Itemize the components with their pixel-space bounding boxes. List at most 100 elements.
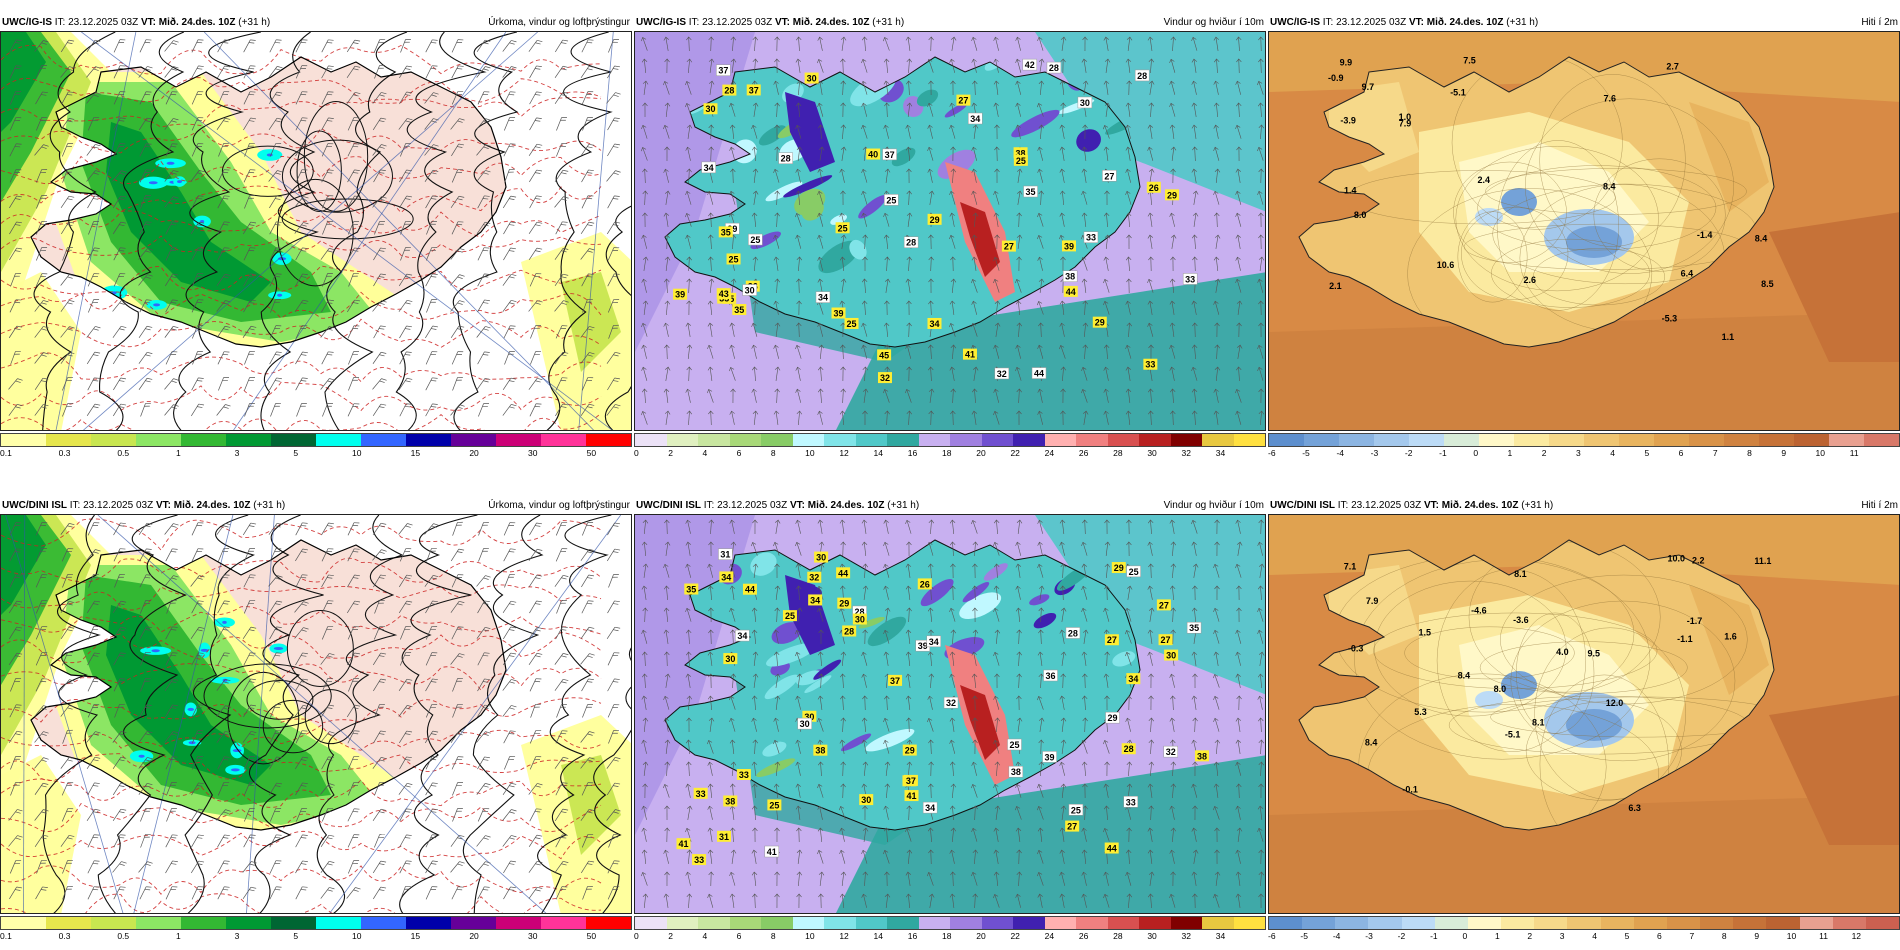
svg-text:30: 30 (855, 615, 865, 625)
svg-text:28: 28 (844, 626, 854, 636)
legend-tick: 8 (770, 448, 776, 458)
legend-swatch (316, 434, 361, 446)
legend-tick: 5 (1624, 931, 1630, 941)
init-time-label: IT: (1337, 500, 1349, 511)
model-name: UWC/DINI ISL (636, 500, 701, 511)
wind-gust-label: 35 (718, 226, 733, 238)
wind-gust-label: 35 (1023, 185, 1038, 198)
temperature-label: 7.9 (1399, 118, 1412, 128)
svg-text:25: 25 (847, 319, 857, 329)
wind-gust-label: 34 (719, 571, 734, 583)
svg-text:37: 37 (890, 676, 900, 686)
wind-gust-label: 27 (1001, 240, 1016, 252)
legend-swatch (981, 434, 1013, 446)
wind-gust-label: 25 (1007, 738, 1022, 751)
svg-text:25: 25 (886, 195, 896, 205)
legend-tick: -5 (1300, 931, 1308, 941)
iceland-map (1, 32, 631, 430)
wind-gust-label: 35 (732, 304, 747, 316)
legend-tick: -2 (1397, 931, 1406, 941)
legend-tick: 12 (839, 448, 849, 458)
svg-text:30: 30 (1080, 98, 1090, 108)
temperature-label: 7.9 (1366, 596, 1379, 606)
temperature-label: 5.3 (1414, 707, 1427, 717)
svg-text:37: 37 (906, 776, 916, 786)
temp-map: 9.7 1.4 8.4 2.1 7.6 9.9 10.6 8.5 7.5 1.0 2.6 6.4 8.0… (1268, 31, 1900, 431)
iceland-map: 5.3 8.1 8.1 9.5 7.1 10.0 11.1 8.4 12.0 6.3 1.6 8.0 -… (1269, 515, 1899, 913)
svg-text:44: 44 (838, 568, 848, 578)
legend-tick: 8 (770, 931, 776, 941)
legend-swatch (1139, 917, 1171, 929)
svg-text:34: 34 (929, 637, 939, 647)
legend-swatch (541, 434, 586, 446)
svg-text:28: 28 (906, 238, 916, 248)
init-time-label: IT: (1322, 17, 1334, 28)
wind-gust-label: 31 (716, 830, 731, 842)
wind-gust-label: 32 (877, 372, 892, 384)
svg-text:35: 35 (721, 227, 731, 237)
wind-gust-label: 30 (859, 794, 874, 806)
svg-text:41: 41 (767, 847, 777, 857)
legend-swatch (586, 434, 631, 446)
legend-ticks: 0 2 4 6 8 10 12 14 16 18 20 22 24 26 28 30 32 34 (634, 448, 1266, 459)
svg-text:37: 37 (718, 66, 728, 76)
wind-gust-label: 37 (716, 64, 731, 76)
legend-swatch (1304, 434, 1339, 446)
svg-text:29: 29 (1095, 318, 1105, 328)
legend-swatch (792, 917, 824, 929)
svg-text:34: 34 (810, 595, 820, 605)
lead-time: (+31 h) (1521, 500, 1554, 511)
legend-tick: 0 (1473, 448, 1479, 458)
wind-map: 2541283029383339312733292834324425292534… (634, 514, 1266, 914)
legend-swatch (666, 917, 698, 929)
wind-gust-label: 25 (726, 253, 741, 265)
wind-gust-label: 37 (746, 84, 761, 96)
legend-swatch (1444, 434, 1479, 446)
wind-gust-label: 30 (802, 710, 817, 722)
legend-swatch (1501, 917, 1535, 929)
svg-text:34: 34 (1128, 674, 1138, 684)
temperature-label: 12.0 (1606, 698, 1624, 708)
wind-gust-label: 34 (968, 112, 983, 125)
legend-colorbar (1268, 433, 1900, 447)
legend-tick: 1 (176, 448, 181, 458)
svg-text:34: 34 (929, 319, 939, 329)
svg-text:39: 39 (675, 290, 685, 300)
legend-colorbar (634, 433, 1266, 447)
svg-text:34: 34 (970, 114, 980, 124)
init-time-label: IT: (688, 17, 700, 28)
panel-header: UWC/DINI ISL IT: 23.12.2025 03Z VT: Mið.… (1268, 498, 1900, 514)
lead-time: (+31 h) (872, 17, 905, 28)
wind-gust-label: 32 (1163, 745, 1178, 758)
wind-gust-label: 33 (1143, 358, 1158, 370)
legend-tick: 10 (352, 931, 362, 941)
legend-tick: 18 (942, 448, 952, 458)
svg-text:33: 33 (694, 855, 704, 865)
legend-swatch (586, 917, 631, 929)
legend-swatch (226, 917, 271, 929)
legend-swatch (541, 917, 586, 929)
legend-swatch (635, 917, 667, 929)
temperature-label: 7.5 (1463, 55, 1476, 65)
wind-gust-label: 33 (693, 787, 708, 799)
wind-gust-label: 30 (1164, 649, 1179, 661)
wind-gust-label: 28 (1065, 627, 1081, 639)
legend-tick: 1 (176, 931, 181, 941)
svg-text:34: 34 (925, 803, 935, 813)
init-time-label: IT: (69, 500, 81, 511)
legend-swatch (181, 917, 226, 929)
temperature-label: 9.7 (1362, 82, 1375, 92)
legend-swatch (1794, 434, 1829, 446)
legend-swatch (824, 917, 856, 929)
wind-gust-label: 34 (922, 801, 938, 814)
svg-text:25: 25 (1071, 805, 1081, 815)
wind-gust-label: 25 (844, 317, 859, 329)
svg-text:33: 33 (696, 789, 706, 799)
svg-text:43: 43 (719, 289, 729, 299)
svg-text:25: 25 (1129, 567, 1139, 577)
wind-gust-label: 35 (1186, 621, 1202, 634)
legend-swatch (361, 434, 406, 446)
bottom-wind-panel: UWC/DINI ISL IT: 23.12.2025 03Z VT: Mið.… (634, 498, 1266, 943)
legend-swatch (1139, 434, 1171, 446)
legend-swatch (1654, 434, 1689, 446)
